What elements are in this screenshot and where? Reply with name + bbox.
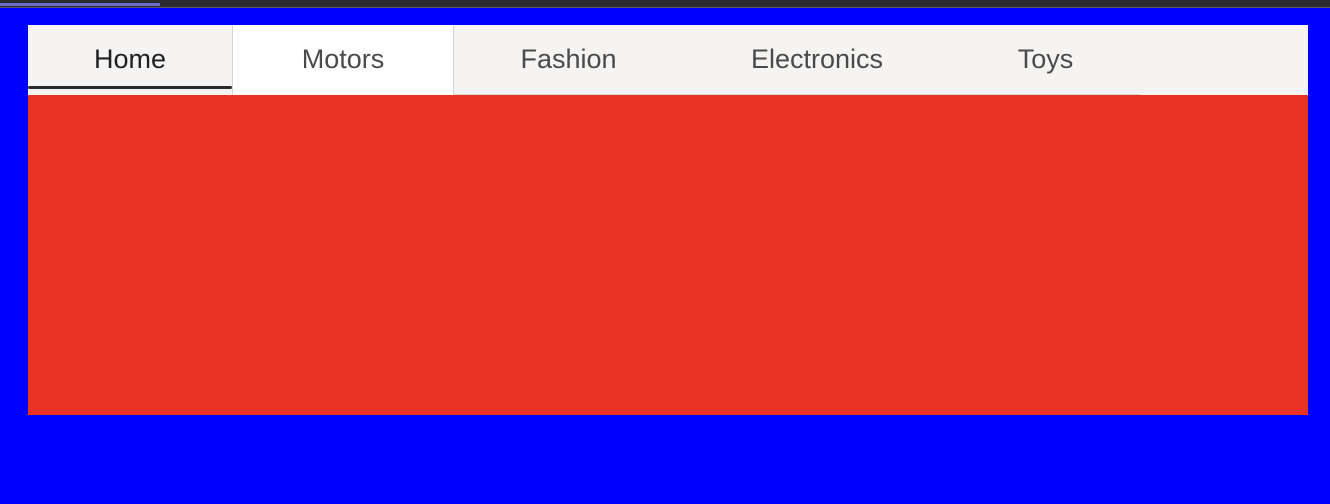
tab-electronics-label: Electronics [750, 44, 884, 74]
tab-home-label: Home [93, 44, 167, 74]
tab-strip-empty-area [1140, 25, 1308, 95]
tab-fashion[interactable]: Fashion [454, 25, 683, 94]
tab-strip: Home Motors Fashion Electronics Toys [28, 25, 1308, 95]
tab-home[interactable]: Home [28, 25, 232, 94]
tab-electronics[interactable]: Electronics [683, 25, 951, 94]
tab-motors[interactable]: Motors [232, 25, 454, 95]
loading-progress-fill [0, 3, 160, 6]
tabs-widget: Home Motors Fashion Electronics Toys [28, 25, 1308, 415]
tab-toys[interactable]: Toys [951, 25, 1140, 94]
top-loading-bar [0, 0, 1330, 8]
tab-content-panel [28, 95, 1308, 415]
tab-strip-divider [454, 94, 1140, 95]
tab-motors-label: Motors [301, 44, 385, 74]
tab-fashion-label: Fashion [520, 44, 617, 74]
active-tab-indicator [28, 86, 232, 89]
top-bar-edge [0, 7, 1330, 8]
tab-toys-label: Toys [1017, 44, 1074, 74]
